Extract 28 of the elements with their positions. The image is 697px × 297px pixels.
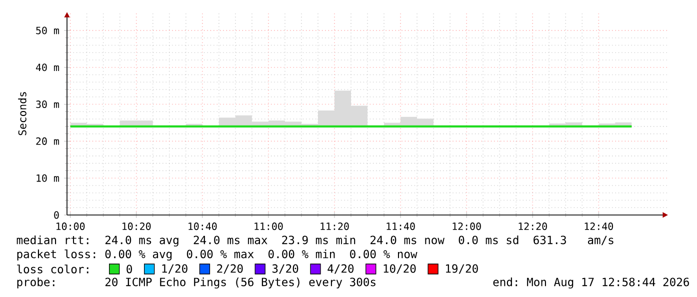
text: end: Mon Aug 17 12:58:44 2026 bbox=[493, 277, 689, 288]
y-tick-label: 10 m bbox=[36, 174, 59, 182]
x-tick-label: 11:00 bbox=[254, 222, 283, 230]
text: median rtt: 24.0 ms avg 24.0 ms max 23.9 ms min 24.0 ms now 0.0 ms sd 631.3 am/s bbox=[16, 235, 614, 246]
legend-label: 10/20 bbox=[384, 264, 416, 274]
x-tick-label: 10:20 bbox=[122, 222, 151, 230]
legend-label: 4/20 bbox=[328, 264, 354, 274]
x-tick-label: 10:00 bbox=[56, 222, 85, 230]
x-tick-label: 12:20 bbox=[518, 222, 547, 230]
x-tick-label: 12:00 bbox=[452, 222, 481, 230]
y-tick-label: 30 m bbox=[36, 100, 59, 108]
legend-label: 0 bbox=[126, 264, 132, 274]
y-tick-label: 20 m bbox=[36, 137, 59, 145]
legend-label: 2/20 bbox=[217, 264, 243, 274]
x-tick-label: 11:20 bbox=[320, 222, 349, 230]
y-axis-title: Seconds bbox=[18, 92, 26, 136]
x-tick-label: 10:40 bbox=[188, 222, 217, 230]
y-tick-label: 50 m bbox=[36, 26, 59, 34]
y-tick-label: 0 bbox=[54, 211, 59, 219]
x-tick-label: 11:40 bbox=[386, 222, 415, 230]
legend-title: loss color: bbox=[17, 264, 88, 274]
text: packet loss: 0.00 % avg 0.00 % max 0.00 % min 0.00 % now bbox=[17, 249, 418, 261]
legend-label: 19/20 bbox=[446, 264, 478, 274]
x-tick-label: 12:40 bbox=[584, 222, 614, 230]
legend-label: 1/20 bbox=[162, 264, 188, 274]
y-tick-label: 40 m bbox=[36, 64, 59, 72]
legend-label: 3/20 bbox=[272, 264, 298, 274]
text: probe: 20 ICMP Echo Pings (56 Bytes) every 300s bbox=[17, 277, 376, 288]
